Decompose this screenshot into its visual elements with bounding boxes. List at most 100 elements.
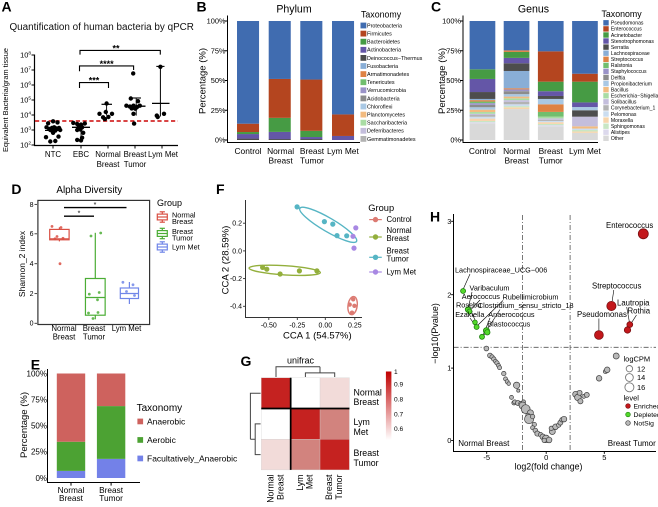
svg-text:Genus: Genus (518, 4, 549, 16)
svg-text:0.7: 0.7 (394, 412, 403, 419)
svg-text:H: H (430, 209, 440, 225)
svg-text:Other: Other (611, 136, 624, 142)
svg-text:Equivalent Bacteria/gram tissu: Equivalent Bacteria/gram tissue (1, 48, 10, 152)
svg-text:Bacillus: Bacillus (611, 88, 629, 94)
svg-text:0: 0 (447, 436, 451, 445)
svg-text:6: 6 (30, 231, 34, 238)
svg-text:****: **** (100, 59, 115, 69)
svg-text:Tumor: Tumor (300, 156, 324, 166)
svg-text:Chloroflexi: Chloroflexi (367, 104, 392, 110)
svg-text:100%: 100% (207, 17, 226, 26)
svg-text:Breast: Breast (354, 448, 380, 458)
svg-text:Tumor: Tumor (172, 234, 193, 243)
svg-text:12: 12 (637, 364, 645, 373)
svg-text:Normal: Normal (267, 146, 294, 156)
svg-text:Breast: Breast (59, 493, 84, 502)
svg-text:Tenericutes: Tenericutes (367, 80, 395, 86)
svg-text:*: * (78, 211, 81, 218)
svg-text:Taxonomy: Taxonomy (137, 403, 183, 414)
svg-text:Enterococcus: Enterococcus (606, 221, 653, 230)
svg-text:Lym Met: Lym Met (112, 324, 142, 333)
svg-text:Breast: Breast (124, 150, 148, 159)
svg-text:Armatimonadetes: Armatimonadetes (367, 72, 410, 78)
svg-text:***: *** (89, 76, 100, 86)
svg-text:Normal: Normal (503, 146, 530, 156)
svg-text:Breast: Breast (172, 217, 193, 226)
svg-text:4: 4 (30, 261, 34, 268)
svg-text:Lachnospiraceae_UCG−006: Lachnospiraceae_UCG−006 (455, 266, 547, 275)
svg-text:Clostridium_sensu_stricto_18: Clostridium_sensu_stricto_18 (478, 301, 574, 310)
svg-text:Lym Met: Lym Met (148, 150, 179, 159)
svg-text:25%: 25% (446, 106, 461, 115)
svg-text:NormalBreast: NormalBreast (266, 474, 286, 502)
svg-text:Delftia: Delftia (611, 75, 626, 81)
svg-text:Breast: Breast (300, 146, 325, 156)
svg-text:14: 14 (637, 373, 645, 382)
svg-text:Deferribacteres: Deferribacteres (367, 129, 404, 135)
svg-text:Deinococcus−Thermus: Deinococcus−Thermus (367, 56, 423, 62)
svg-text:Acidobacteria: Acidobacteria (367, 96, 400, 102)
svg-text:Group: Group (368, 203, 394, 213)
svg-text:Control: Control (235, 146, 262, 156)
svg-text:B: B (197, 0, 207, 15)
svg-text:25%: 25% (31, 448, 47, 457)
svg-text:0%: 0% (215, 136, 226, 145)
svg-text:50%: 50% (211, 76, 226, 85)
svg-text:Depleted: Depleted (634, 412, 658, 419)
svg-text:Verrucomicrobia: Verrucomicrobia (367, 88, 406, 94)
svg-text:Bacteroidetes: Bacteroidetes (367, 40, 400, 46)
svg-text:-0.4: -0.4 (230, 304, 242, 311)
svg-text:Breast: Breast (53, 333, 76, 342)
svg-text:0%: 0% (450, 136, 461, 145)
svg-text:0.6: 0.6 (394, 426, 403, 433)
svg-text:25%: 25% (211, 106, 226, 115)
svg-text:Propionibacterium: Propionibacterium (611, 81, 652, 87)
svg-text:2: 2 (447, 290, 451, 299)
svg-text:Taxonomy: Taxonomy (602, 9, 643, 19)
svg-text:Actinobacteria: Actinobacteria (367, 48, 401, 54)
svg-text:Shannon_2 index: Shannon_2 index (17, 230, 27, 297)
svg-text:Normal Breast: Normal Breast (458, 439, 510, 448)
svg-text:Streptococcus: Streptococcus (611, 57, 644, 63)
svg-text:Control: Control (387, 215, 412, 224)
svg-text:0.9: 0.9 (394, 381, 403, 388)
svg-text:Lachnospiraceae: Lachnospiraceae (611, 51, 650, 57)
svg-text:Facultatively_Anaerobic: Facultatively_Anaerobic (147, 454, 238, 464)
svg-text:Control: Control (469, 146, 496, 156)
svg-text:Breast: Breast (354, 397, 380, 407)
svg-text:Breast: Breast (504, 156, 529, 166)
svg-text:Corynebacterium_1: Corynebacterium_1 (611, 106, 656, 112)
svg-text:Solibacillus: Solibacillus (611, 100, 637, 106)
svg-text:Tumor: Tumor (539, 156, 563, 166)
svg-text:-0.25: -0.25 (289, 322, 305, 329)
svg-text:Serratia: Serratia (611, 45, 629, 51)
svg-text:Met: Met (354, 427, 369, 437)
svg-text:5: 5 (602, 453, 606, 462)
svg-text:50%: 50% (446, 76, 461, 85)
svg-text:Percentage (%): Percentage (%) (198, 48, 209, 114)
svg-text:Ezakiella: Ezakiella (455, 310, 485, 319)
svg-text:Enriched: Enriched (634, 403, 658, 410)
svg-text:0: 0 (30, 321, 34, 328)
svg-text:0.2: 0.2 (232, 221, 242, 228)
svg-text:Lym: Lym (354, 417, 370, 427)
svg-text:Pelomonas: Pelomonas (611, 112, 637, 118)
svg-text:16: 16 (637, 383, 645, 392)
svg-text:-0.2: -0.2 (230, 276, 242, 283)
svg-text:Normal: Normal (354, 387, 382, 397)
svg-text:75%: 75% (31, 395, 47, 404)
svg-text:Tumor: Tumor (99, 493, 123, 502)
svg-text:CCA 2 (28.59%): CCA 2 (28.59%) (221, 226, 232, 295)
svg-text:A: A (2, 0, 12, 15)
svg-text:Gemmatimonadetes: Gemmatimonadetes (367, 137, 416, 143)
svg-text:-0.50: -0.50 (261, 322, 277, 329)
svg-text:Quantification of human bacter: Quantification of human bacteria by qPCR (10, 22, 194, 33)
svg-text:Tumor: Tumor (354, 458, 379, 468)
svg-text:Percentage (%): Percentage (%) (19, 392, 30, 458)
svg-text:logCPM: logCPM (624, 355, 651, 364)
svg-text:Anaerococcus: Anaerococcus (488, 310, 535, 319)
svg-text:Tumor: Tumor (83, 333, 106, 342)
svg-text:Firmicutes: Firmicutes (367, 32, 392, 38)
svg-text:Breast: Breast (387, 234, 410, 243)
svg-text:Pseudomonas: Pseudomonas (577, 310, 627, 319)
